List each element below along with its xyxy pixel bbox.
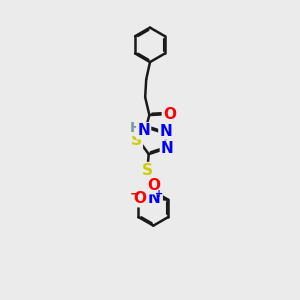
Text: N: N: [161, 141, 174, 156]
Text: N: N: [148, 191, 160, 206]
Text: −: −: [130, 188, 140, 201]
Text: O: O: [133, 191, 146, 206]
Text: S: S: [131, 133, 142, 148]
Text: +: +: [154, 189, 163, 199]
Text: O: O: [148, 178, 160, 193]
Text: N: N: [137, 123, 150, 138]
Text: N: N: [159, 124, 172, 139]
Text: Cl: Cl: [146, 189, 162, 204]
Text: O: O: [163, 106, 176, 122]
Text: S: S: [142, 163, 153, 178]
Text: H: H: [130, 121, 142, 135]
